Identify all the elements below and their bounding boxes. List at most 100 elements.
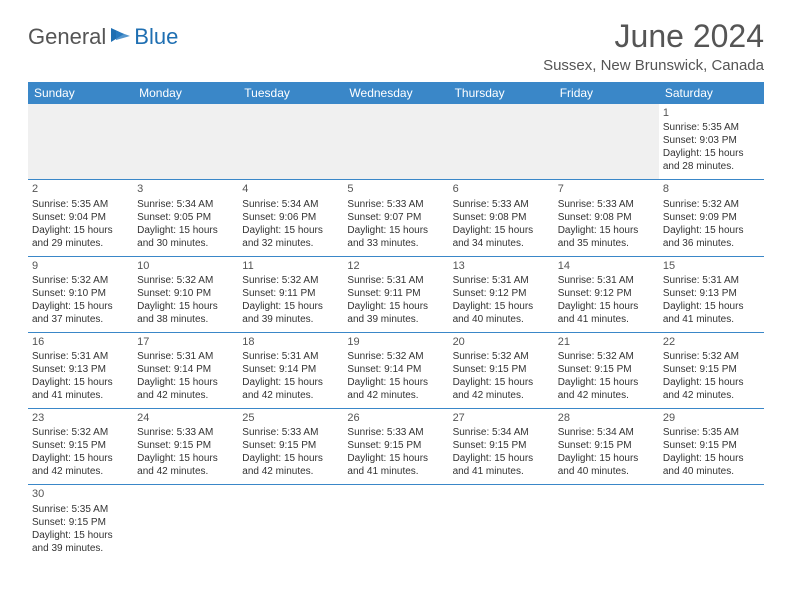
calendar-cell [343, 485, 448, 561]
cell-daylight1: Daylight: 15 hours [137, 376, 234, 389]
day-number: 6 [453, 182, 550, 196]
cell-daylight1: Daylight: 15 hours [242, 300, 339, 313]
cell-sunset: Sunset: 9:14 PM [347, 363, 444, 376]
cell-daylight1: Daylight: 15 hours [137, 224, 234, 237]
day-number: 4 [242, 182, 339, 196]
cell-daylight1: Daylight: 15 hours [663, 224, 760, 237]
cell-sunrise: Sunrise: 5:32 AM [558, 350, 655, 363]
calendar-body: 1Sunrise: 5:35 AMSunset: 9:03 PMDaylight… [28, 104, 764, 561]
calendar-cell [133, 485, 238, 561]
cell-sunrise: Sunrise: 5:33 AM [558, 198, 655, 211]
calendar-week-row: 16 Sunrise: 5:31 AM Sunset: 9:13 PM Dayligh… [28, 332, 764, 408]
cell-daylight2: and 40 minutes. [453, 313, 550, 326]
day-number: 25 [242, 411, 339, 425]
cell-sunset: Sunset: 9:08 PM [453, 211, 550, 224]
day-number: 27 [453, 411, 550, 425]
calendar-cell: 3Sunrise: 5:34 AMSunset: 9:05 PMDaylight… [133, 180, 238, 256]
cell-daylight1: Daylight: 15 hours [558, 224, 655, 237]
calendar-cell [449, 104, 554, 180]
cell-daylight2: and 41 minutes. [32, 389, 129, 402]
day-number: 28 [558, 411, 655, 425]
calendar-cell: 25Sunrise: 5:33 AMSunset: 9:15 PMDayligh… [238, 409, 343, 485]
day-number: 12 [347, 259, 444, 273]
calendar-cell: 28Sunrise: 5:34 AMSunset: 9:15 PMDayligh… [554, 409, 659, 485]
calendar-cell: 1Sunrise: 5:35 AMSunset: 9:03 PMDaylight… [659, 104, 764, 180]
cell-sunset: Sunset: 9:15 PM [663, 363, 760, 376]
cell-sunset: Sunset: 9:14 PM [137, 363, 234, 376]
day-number: 7 [558, 182, 655, 196]
cell-daylight2: and 41 minutes. [453, 465, 550, 478]
calendar-cell: 23Sunrise: 5:32 AMSunset: 9:15 PMDayligh… [28, 409, 133, 485]
calendar-week-row: 30Sunrise: 5:35 AMSunset: 9:15 PMDayligh… [28, 485, 764, 561]
cell-sunset: Sunset: 9:15 PM [32, 516, 129, 529]
cell-daylight1: Daylight: 15 hours [32, 452, 129, 465]
calendar-cell: 6Sunrise: 5:33 AMSunset: 9:08 PMDaylight… [449, 180, 554, 256]
cell-sunset: Sunset: 9:15 PM [242, 439, 339, 452]
calendar-cell: 18Sunrise: 5:31 AMSunset: 9:14 PMDayligh… [238, 332, 343, 408]
cell-daylight2: and 42 minutes. [663, 389, 760, 402]
cell-daylight2: and 42 minutes. [32, 465, 129, 478]
calendar-cell [449, 485, 554, 561]
day-number: 21 [558, 335, 655, 349]
calendar-cell: 24Sunrise: 5:33 AMSunset: 9:15 PMDayligh… [133, 409, 238, 485]
cell-sunset: Sunset: 9:14 PM [242, 363, 339, 376]
cell-sunrise: Sunrise: 5:32 AM [32, 426, 129, 439]
cell-daylight2: and 39 minutes. [32, 542, 129, 555]
calendar-table: SundayMondayTuesdayWednesdayThursdayFrid… [28, 82, 764, 561]
calendar-cell: 15Sunrise: 5:31 AMSunset: 9:13 PMDayligh… [659, 256, 764, 332]
cell-daylight1: Daylight: 15 hours [347, 452, 444, 465]
cell-daylight1: Daylight: 15 hours [453, 376, 550, 389]
cell-daylight2: and 39 minutes. [347, 313, 444, 326]
calendar-cell [238, 485, 343, 561]
calendar-day-header: Tuesday [238, 82, 343, 104]
cell-daylight1: Daylight: 15 hours [242, 376, 339, 389]
cell-sunset: Sunset: 9:15 PM [32, 439, 129, 452]
calendar-day-header: Friday [554, 82, 659, 104]
cell-daylight1: Daylight: 15 hours [242, 224, 339, 237]
cell-daylight1: Daylight: 15 hours [137, 300, 234, 313]
cell-daylight2: and 40 minutes. [558, 465, 655, 478]
cell-daylight2: and 42 minutes. [558, 389, 655, 402]
cell-daylight1: Daylight: 15 hours [137, 452, 234, 465]
calendar-cell [133, 104, 238, 180]
cell-sunset: Sunset: 9:15 PM [137, 439, 234, 452]
cell-sunset: Sunset: 9:07 PM [347, 211, 444, 224]
day-number: 13 [453, 259, 550, 273]
cell-daylight2: and 37 minutes. [32, 313, 129, 326]
day-number: 18 [242, 335, 339, 349]
day-number: 3 [137, 182, 234, 196]
cell-sunrise: Sunrise: 5:32 AM [137, 274, 234, 287]
cell-sunrise: Sunrise: 5:31 AM [242, 350, 339, 363]
cell-sunrise: Sunrise: 5:33 AM [347, 426, 444, 439]
cell-daylight2: and 42 minutes. [347, 389, 444, 402]
cell-sunset: Sunset: 9:10 PM [32, 287, 129, 300]
calendar-cell [343, 104, 448, 180]
day-number: 16 [32, 335, 129, 349]
calendar-week-row: 23Sunrise: 5:32 AMSunset: 9:15 PMDayligh… [28, 409, 764, 485]
day-number: 8 [663, 182, 760, 196]
cell-sunset: Sunset: 9:15 PM [663, 439, 760, 452]
calendar-day-header: Monday [133, 82, 238, 104]
cell-daylight2: and 42 minutes. [453, 389, 550, 402]
cell-daylight1: Daylight: 15 hours [32, 224, 129, 237]
cell-daylight2: and 38 minutes. [137, 313, 234, 326]
cell-sunset: Sunset: 9:11 PM [347, 287, 444, 300]
day-number: 9 [32, 259, 129, 273]
header: General Blue June 2024 Sussex, New Bruns… [28, 18, 764, 74]
calendar-cell: 12Sunrise: 5:31 AMSunset: 9:11 PMDayligh… [343, 256, 448, 332]
calendar-cell: 16Sunrise: 5:31 AMSunset: 9:13 PMDayligh… [28, 332, 133, 408]
cell-daylight2: and 41 minutes. [347, 465, 444, 478]
cell-sunset: Sunset: 9:13 PM [32, 363, 129, 376]
cell-sunrise: Sunrise: 5:34 AM [242, 198, 339, 211]
calendar-cell: 11Sunrise: 5:32 AMSunset: 9:11 PMDayligh… [238, 256, 343, 332]
calendar-cell: 5Sunrise: 5:33 AMSunset: 9:07 PMDaylight… [343, 180, 448, 256]
cell-sunrise: Sunrise: 5:33 AM [347, 198, 444, 211]
cell-sunrise: Sunrise: 5:32 AM [32, 274, 129, 287]
day-number: 20 [453, 335, 550, 349]
cell-daylight2: and 34 minutes. [453, 237, 550, 250]
cell-daylight1: Daylight: 15 hours [32, 529, 129, 542]
cell-sunrise: Sunrise: 5:34 AM [137, 198, 234, 211]
cell-sunset: Sunset: 9:10 PM [137, 287, 234, 300]
title-block: June 2024 Sussex, New Brunswick, Canada [543, 18, 764, 74]
cell-sunset: Sunset: 9:08 PM [558, 211, 655, 224]
